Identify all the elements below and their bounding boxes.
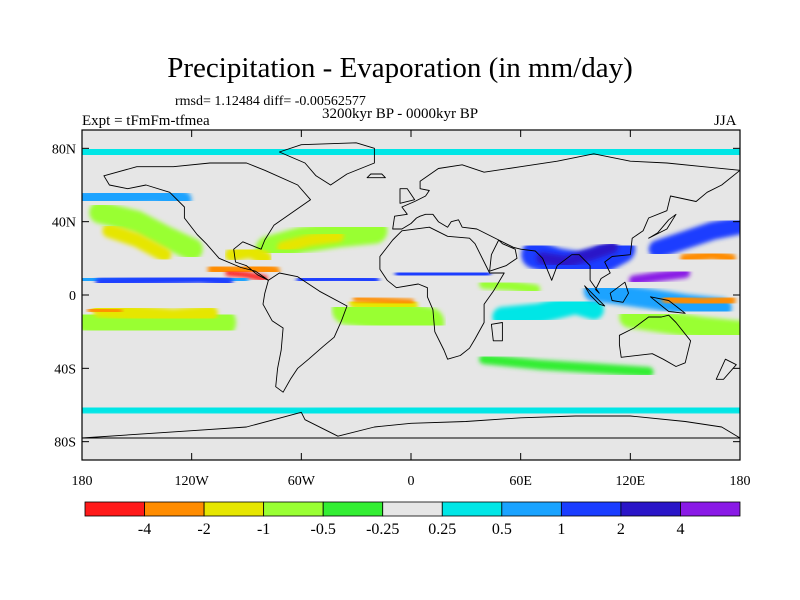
field-indian-ocean-cyan bbox=[492, 294, 604, 327]
field-n-pacific-storm-track bbox=[82, 185, 192, 209]
colorbar-swatch bbox=[263, 501, 324, 517]
coast-africa bbox=[379, 226, 505, 360]
coast-iceland bbox=[366, 173, 386, 179]
colorbar-swatch bbox=[203, 501, 265, 517]
field-arabian-sea-green bbox=[479, 279, 541, 295]
colorbar-label: 0.25 bbox=[428, 521, 456, 538]
coast-borneo bbox=[609, 281, 629, 303]
axis-labels: 80N 40N 0 40S 80S 180 120W 60W 0 60E 120E 180 bbox=[52, 142, 751, 489]
field-s-pacific-green bbox=[82, 300, 237, 345]
experiment-label: Expt = tFmFm-tfmea bbox=[82, 113, 210, 129]
coast-greenland bbox=[278, 142, 375, 186]
coast-eurasia bbox=[392, 153, 740, 294]
lat-label: 80N bbox=[52, 142, 76, 157]
colorbar-label: -1 bbox=[257, 521, 270, 538]
field-n-atlantic-yellow bbox=[277, 230, 344, 254]
coast-sumatra bbox=[584, 285, 606, 307]
field-s-atlantic-yellow bbox=[349, 295, 418, 313]
field-trop-pacific-green bbox=[619, 306, 740, 343]
colorbar-swatch bbox=[441, 501, 503, 517]
colorbar-swatch bbox=[680, 501, 741, 517]
coast-south-america bbox=[262, 272, 348, 393]
colorbar-swatch bbox=[84, 501, 145, 517]
field-s-pacific-orange bbox=[87, 305, 123, 316]
field-sahel-blue bbox=[394, 266, 492, 282]
coast-new-zealand bbox=[715, 358, 737, 380]
lon-label: 60W bbox=[288, 474, 316, 489]
lon-label: 60E bbox=[509, 474, 532, 489]
lon-label: 180 bbox=[730, 474, 751, 489]
season-label: JJA bbox=[714, 113, 737, 129]
colorbar-swatch bbox=[620, 501, 681, 517]
coast-australia bbox=[618, 314, 692, 367]
field-pacific-itcz-dark bbox=[95, 273, 234, 288]
coast-north-america bbox=[103, 162, 311, 281]
field-nw-pacific-orange bbox=[680, 249, 736, 264]
field-indian-monsoon-purple bbox=[536, 241, 619, 268]
colorbar-label: -2 bbox=[197, 521, 210, 538]
lon-label: 180 bbox=[72, 474, 93, 489]
axis-ticks bbox=[81, 130, 741, 460]
lon-label: 120W bbox=[175, 474, 210, 489]
field-s-atlantic-green bbox=[332, 294, 445, 338]
colorbar-swatch bbox=[382, 501, 443, 517]
colorbar-label: 0.5 bbox=[492, 521, 512, 538]
colorbar-label: 4 bbox=[676, 521, 684, 538]
field-w-pacific-blue bbox=[648, 216, 740, 259]
field-n-pacific-yellow bbox=[102, 223, 172, 262]
field-s-indian-green bbox=[479, 354, 654, 377]
field-atlantic-orange bbox=[352, 295, 415, 306]
field-gulf-of-mexico bbox=[224, 244, 272, 266]
colorbar-label: 1 bbox=[557, 521, 565, 538]
coastline-layer bbox=[82, 142, 740, 439]
colorbar-label: -4 bbox=[138, 521, 151, 538]
field-n-pacific-green bbox=[89, 201, 203, 261]
colorbar-label: -0.5 bbox=[311, 521, 336, 538]
field-arctic-band bbox=[82, 137, 740, 167]
coast-madagascar bbox=[490, 322, 503, 342]
period-label: 3200kyr BP - 0000kyr BP bbox=[322, 106, 479, 122]
field-atlantic-itcz-blue bbox=[296, 273, 380, 286]
lat-label: 40N bbox=[52, 216, 76, 231]
stats-label: rmsd= 1.12484 diff= -0.00562577 bbox=[175, 94, 366, 109]
colorbar: -4 -2 -1 -0.5 -0.25 0.25 0.5 1 2 4 bbox=[84, 501, 741, 538]
coast-japan bbox=[648, 213, 677, 239]
colorbar-swatch bbox=[501, 501, 562, 517]
lat-label: 80S bbox=[54, 436, 76, 451]
field-trop-pacific-orange bbox=[661, 293, 736, 308]
coast-british-isles bbox=[399, 188, 416, 204]
lat-label: 0 bbox=[69, 289, 76, 304]
coast-new-guinea bbox=[649, 296, 686, 314]
colorbar-label: -0.25 bbox=[366, 521, 399, 538]
lon-label: 120E bbox=[616, 474, 646, 489]
coast-antarctica bbox=[82, 411, 740, 439]
field-antarctic-coast bbox=[82, 401, 740, 420]
lon-label: 0 bbox=[408, 474, 415, 489]
plot-title: Precipitation - Evaporation (in mm/day) bbox=[167, 52, 633, 84]
colorbar-swatch bbox=[144, 501, 205, 517]
colorbar-swatch bbox=[560, 501, 622, 517]
colorbar-swatch bbox=[322, 501, 384, 517]
lat-label: 40S bbox=[54, 362, 76, 377]
colorbar-label: 2 bbox=[617, 521, 625, 538]
field-w-pacific-purple bbox=[629, 268, 691, 286]
field-layer bbox=[82, 137, 740, 420]
